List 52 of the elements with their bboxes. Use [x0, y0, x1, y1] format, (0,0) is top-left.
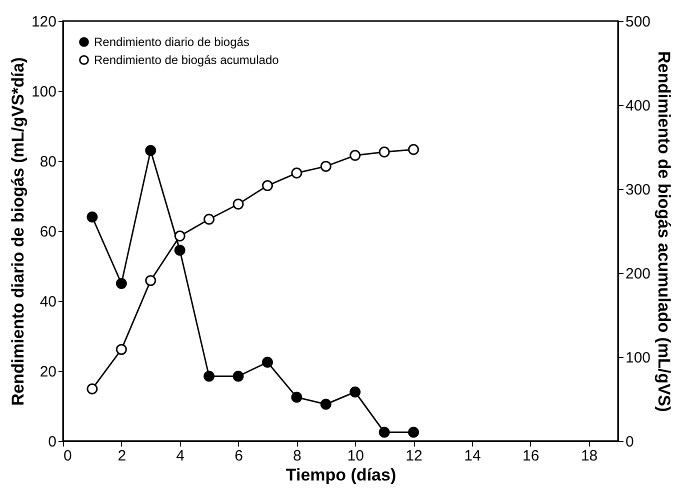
point [262, 356, 273, 368]
y2-tick-label: 0 [626, 434, 634, 450]
point [378, 426, 390, 438]
point [116, 344, 127, 355]
y2-axis-title: Rendimiento de biogás acumulado (mL/gVS) [654, 51, 674, 412]
x-tick-label: 12 [406, 448, 422, 464]
point [116, 278, 127, 289]
point [204, 370, 215, 382]
point [408, 144, 420, 156]
y2-tick-label: 500 [626, 14, 651, 30]
legend-label: Rendimiento diario de biogás [94, 35, 250, 49]
y2-tick-label: 200 [626, 266, 651, 282]
point [320, 398, 332, 410]
y-tick-label: 100 [31, 84, 56, 100]
y-tick-label: 60 [40, 224, 56, 240]
point [378, 146, 390, 158]
x-tick-label: 2 [118, 448, 126, 464]
x-tick-label: 6 [234, 448, 243, 464]
point [232, 370, 244, 382]
point [262, 180, 273, 192]
point [86, 383, 98, 394]
point [350, 150, 361, 161]
x-tick-label: 8 [293, 448, 302, 464]
y2-tick-label: 400 [626, 98, 651, 114]
y-axis-title: Rendimiento diario de biogás (mL/gVS*día) [8, 57, 28, 406]
point [291, 168, 302, 179]
y2-tick-label: 300 [626, 182, 651, 198]
y-tick-label: 20 [40, 364, 56, 380]
y-tick-label: 0 [48, 434, 56, 450]
x-tick-label: 16 [522, 448, 540, 464]
point [408, 426, 420, 438]
point [145, 145, 156, 156]
y2-tick-label: 100 [626, 350, 651, 366]
x-tick-label: 10 [347, 448, 364, 464]
x-tick-label: 18 [580, 448, 598, 464]
point [291, 392, 302, 403]
point [320, 160, 332, 172]
point [145, 275, 156, 286]
point [204, 214, 215, 225]
y-tick-label: 120 [31, 14, 56, 30]
point [174, 244, 186, 256]
point [232, 198, 244, 210]
legend-label: Rendimiento de biogás acumulado [94, 53, 280, 67]
x-tick-label: 14 [464, 448, 481, 464]
point [174, 230, 186, 242]
y-tick-label: 80 [40, 154, 56, 170]
x-axis-title: Tiempo (días) [286, 466, 396, 484]
x-tick-label: 0 [64, 448, 72, 464]
y-tick-label: 40 [40, 294, 56, 310]
x-tick-label: 4 [176, 448, 185, 464]
point [86, 212, 98, 222]
point [350, 386, 361, 398]
